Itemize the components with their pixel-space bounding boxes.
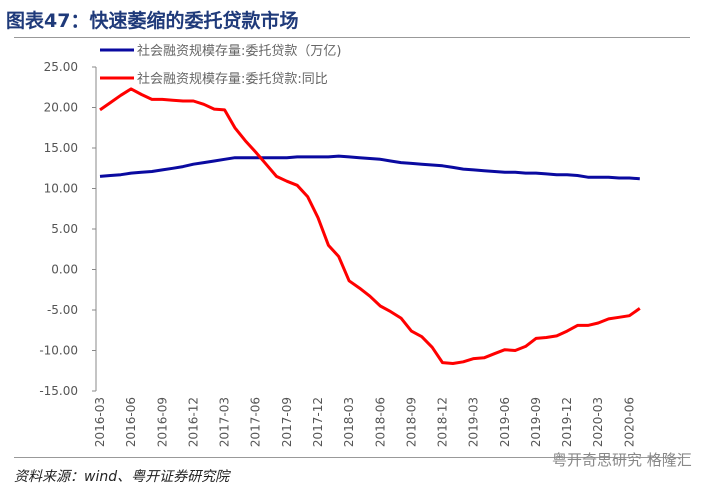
x-tick-label: 2018-06 xyxy=(373,397,387,447)
x-tick-label: 2017-12 xyxy=(311,397,325,447)
source-note: 资料来源：wind、粤开证券研究院 xyxy=(14,469,230,485)
watermark: 粤开奇思研究 格隆汇 xyxy=(552,451,692,469)
x-tick-label: 2016-03 xyxy=(93,397,107,447)
x-tick-label: 2017-06 xyxy=(249,397,263,447)
x-tick-label: 2016-12 xyxy=(186,397,200,447)
y-tick-label: 5.00 xyxy=(51,222,78,236)
x-tick-label: 2019-12 xyxy=(560,397,574,447)
y-tick-label: -10.00 xyxy=(39,344,78,358)
legend-label-2: 社会融资规模存量:委托贷款:同比 xyxy=(137,71,328,87)
y-tick-label: 15.00 xyxy=(44,141,78,155)
y-tick-label: -15.00 xyxy=(39,384,78,398)
y-tick-label: -5.00 xyxy=(47,303,78,317)
x-tick-label: 2016-09 xyxy=(155,397,169,447)
x-tick-label: 2020-06 xyxy=(622,397,636,447)
x-tick-label: 2019-03 xyxy=(467,397,481,447)
x-tick-label: 2018-03 xyxy=(342,397,356,447)
chart-title: 图表47：快速萎缩的委托贷款市场 xyxy=(6,10,299,32)
footer-divider xyxy=(14,457,690,458)
y-tick-label: 25.00 xyxy=(44,60,78,74)
y-tick-label: 20.00 xyxy=(44,101,78,115)
y-tick-label: 10.00 xyxy=(44,182,78,196)
x-tick-label: 2018-09 xyxy=(404,397,418,447)
x-tick-label: 2018-12 xyxy=(436,397,450,447)
x-tick-label: 2016-06 xyxy=(124,397,138,447)
series-line-2 xyxy=(99,87,641,365)
x-tick-label: 2020-03 xyxy=(591,397,605,447)
legend-label-1: 社会融资规模存量:委托贷款（万亿) xyxy=(137,43,341,59)
x-tick-label: 2017-03 xyxy=(218,397,232,447)
x-tick-label: 2019-06 xyxy=(498,397,512,447)
series-line-1 xyxy=(99,154,640,181)
title-divider xyxy=(14,37,690,38)
x-tick-label: 2019-09 xyxy=(529,397,543,447)
y-tick-label: 0.00 xyxy=(51,263,78,277)
x-tick-label: 2017-09 xyxy=(280,397,294,447)
